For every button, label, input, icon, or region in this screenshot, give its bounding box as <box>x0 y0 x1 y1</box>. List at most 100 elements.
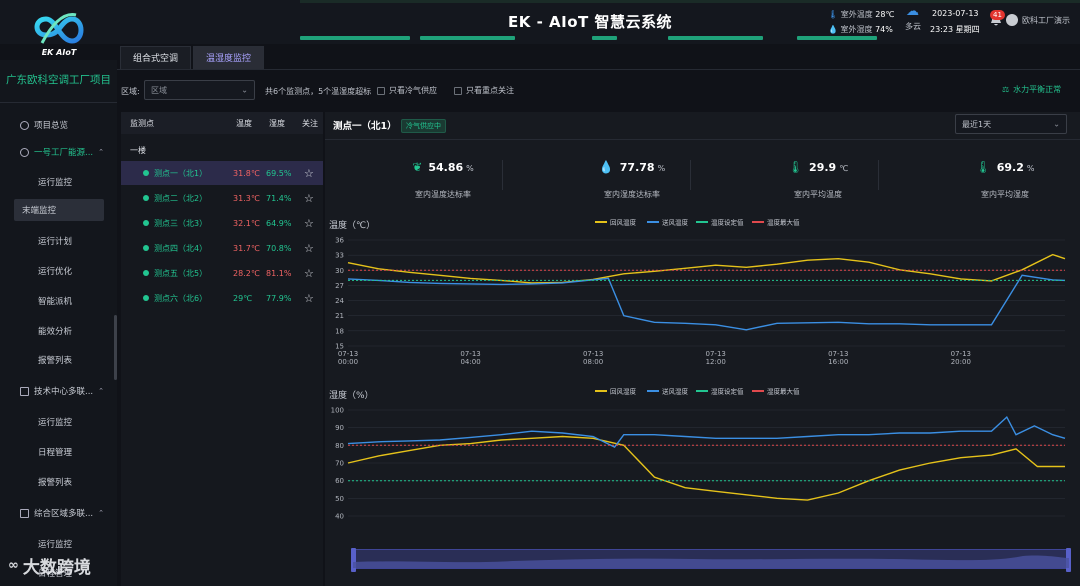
balance-scale-icon: ⚖ <box>1002 85 1010 94</box>
star-icon[interactable]: ☆ <box>304 241 314 255</box>
charts-area: 温度（℃）151821242730333607-1300:0007-1304:0… <box>329 218 1066 521</box>
document-icon <box>20 386 29 396</box>
list-item[interactable]: 测点一（北1） 31.8℃ 69.5% ☆ <box>121 161 323 185</box>
y-tick-label: 70 <box>335 460 344 468</box>
list-item[interactable]: 测点二（北2） 31.3℃ 71.4% ☆ <box>121 186 323 210</box>
stat-divider <box>502 160 503 190</box>
series-line <box>347 253 1066 284</box>
grid-icon <box>20 120 29 130</box>
time-range-select[interactable]: 最近1天 ⌄ <box>955 114 1067 134</box>
project-name[interactable]: 广东欧科空调工厂项目 <box>6 74 111 86</box>
sidebar-item[interactable]: 运行监控 <box>38 178 73 188</box>
floor-group-label: 一楼 <box>130 146 146 155</box>
sidebar-item[interactable]: 运行监控 <box>38 540 73 550</box>
status-dot <box>143 195 149 201</box>
x-tick-label: 07-13 <box>338 350 358 358</box>
legend-label[interactable]: 回风湿度 <box>610 387 637 396</box>
zoom-handle-left[interactable] <box>351 548 356 572</box>
sidebar-item[interactable]: 日程管理 <box>38 448 73 458</box>
x-tick-label: 04:00 <box>460 358 480 366</box>
y-tick-label: 36 <box>335 237 344 245</box>
header-deco <box>592 36 617 40</box>
user-menu[interactable]: 欧科工厂演示 <box>1006 14 1070 26</box>
x-tick-label: 07-13 <box>951 350 971 358</box>
legend-label[interactable]: 湿度最大值 <box>767 387 800 396</box>
star-icon[interactable]: ☆ <box>304 291 314 305</box>
status-dot <box>143 270 149 276</box>
x-tick-label: 00:00 <box>338 358 358 366</box>
sidebar-item[interactable]: 报警列表 <box>38 478 73 488</box>
x-tick-label: 07-13 <box>583 350 603 358</box>
sidebar-item[interactable]: 一号工厂能源... ⌃ <box>20 146 104 158</box>
series-line <box>347 274 1066 331</box>
legend-label[interactable]: 送风湿度 <box>662 387 689 396</box>
list-header: 监测点 温度 湿度 关注 <box>121 112 323 134</box>
stat-hum-rate: 💧 77.78% 室内湿度达标率 <box>598 160 666 199</box>
watermark: ∞ 大数跨境 <box>8 558 91 578</box>
y-tick-label: 18 <box>335 327 344 335</box>
legend-label[interactable]: 送风温度 <box>662 218 689 227</box>
tab-ahu[interactable]: 组合式空调 <box>120 46 192 70</box>
star-icon[interactable]: ☆ <box>304 266 314 280</box>
sidebar-item[interactable]: 运行监控 <box>38 418 73 428</box>
legend-label[interactable]: 温度最大值 <box>767 218 800 227</box>
y-tick-label: 15 <box>335 343 344 351</box>
y-tick-label: 30 <box>335 267 344 275</box>
list-item[interactable]: 测点六（北6） 29℃ 77.9% ☆ <box>121 286 323 310</box>
outdoor-humidity: 💧 室外湿度 74% <box>828 25 893 34</box>
panel-title: 测点一（北1） <box>333 121 397 132</box>
y-tick-label: 100 <box>331 407 344 415</box>
sidebar-item[interactable]: 运行计划 <box>38 237 73 247</box>
star-icon[interactable]: ☆ <box>304 166 314 180</box>
sidebar-item[interactable]: 末端监控 <box>14 199 104 221</box>
legend-label[interactable]: 温度设定值 <box>711 218 744 227</box>
weather-text: 多云 <box>905 22 921 31</box>
data-zoom-slider[interactable] <box>351 548 1071 572</box>
stat-avg-temp: 🌡 29.9 ℃ 室内平均温度 <box>787 160 849 199</box>
y-tick-label: 50 <box>335 495 344 503</box>
list-item[interactable]: 测点三（北3） 32.1℃ 64.9% ☆ <box>121 211 323 235</box>
x-tick-label: 16:00 <box>828 358 848 366</box>
sidebar-item[interactable]: 运行优化 <box>38 267 73 277</box>
legend-label[interactable]: 回风温度 <box>610 218 637 227</box>
y-tick-label: 40 <box>335 513 344 521</box>
humidity-icon: 🌡 <box>975 160 991 174</box>
chevron-up-icon[interactable]: ⌃ <box>98 509 104 517</box>
header-deco <box>668 36 763 40</box>
series-line <box>347 435 1065 501</box>
stats-row: ❦ 54.86% 室内温度达标率 💧 77.78% 室内湿度达标率 🌡 29.9 ℃ 室… <box>325 150 1080 200</box>
sidebar-item[interactable]: 智能派机 <box>38 297 73 307</box>
avatar <box>1006 14 1018 26</box>
notification-badge: 41 <box>990 10 1005 20</box>
region-select[interactable]: 区域 ⌄ <box>144 80 255 100</box>
x-tick-label: 20:00 <box>951 358 971 366</box>
x-tick-label: 07-13 <box>828 350 848 358</box>
header-deco <box>300 36 410 40</box>
tab-temp-humidity[interactable]: 温湿度监控 <box>193 46 265 70</box>
panel-divider <box>325 139 1080 140</box>
legend-label[interactable]: 湿度设定值 <box>711 387 744 396</box>
chevron-up-icon[interactable]: ⌃ <box>98 148 104 156</box>
series-line <box>347 415 1066 448</box>
list-item[interactable]: 测点五（北5） 28.2℃ 81.1% ☆ <box>121 261 323 285</box>
focus-checkbox[interactable]: 只看重点关注 <box>454 85 514 96</box>
list-item[interactable]: 测点四（北4） 31.7℃ 70.8% ☆ <box>121 236 323 260</box>
sidebar-scrollbar[interactable] <box>114 315 117 380</box>
sidebar-item[interactable]: 综合区域多联... ⌃ <box>20 507 104 519</box>
monitor-point-list: 监测点 温度 湿度 关注 一楼 测点一（北1） 31.8℃ 69.5% ☆ 测点二（北2… <box>121 112 323 586</box>
chevron-up-icon[interactable]: ⌃ <box>98 387 104 395</box>
chevron-down-icon: ⌄ <box>1053 119 1060 129</box>
sidebar-item[interactable]: 能效分析 <box>38 327 73 337</box>
sidebar-item[interactable]: 日程管理 <box>38 569 73 579</box>
sidebar-item[interactable]: 报警列表 <box>38 356 73 366</box>
region-label: 区域: <box>121 87 140 96</box>
sidebar-item[interactable]: 技术中心多联... ⌃ <box>20 385 104 397</box>
hydraulic-balance-status: ⚖ 水力平衡正常 <box>1002 85 1062 94</box>
y-axis-title: 湿度（%） <box>329 389 374 401</box>
cold-supply-checkbox[interactable]: 只看冷气供应 <box>377 85 437 96</box>
star-icon[interactable]: ☆ <box>304 216 314 230</box>
sidebar-item[interactable]: 项目总览 <box>20 119 68 131</box>
y-tick-label: 21 <box>335 312 344 320</box>
star-icon[interactable]: ☆ <box>304 191 314 205</box>
tab-divider <box>117 69 1080 70</box>
